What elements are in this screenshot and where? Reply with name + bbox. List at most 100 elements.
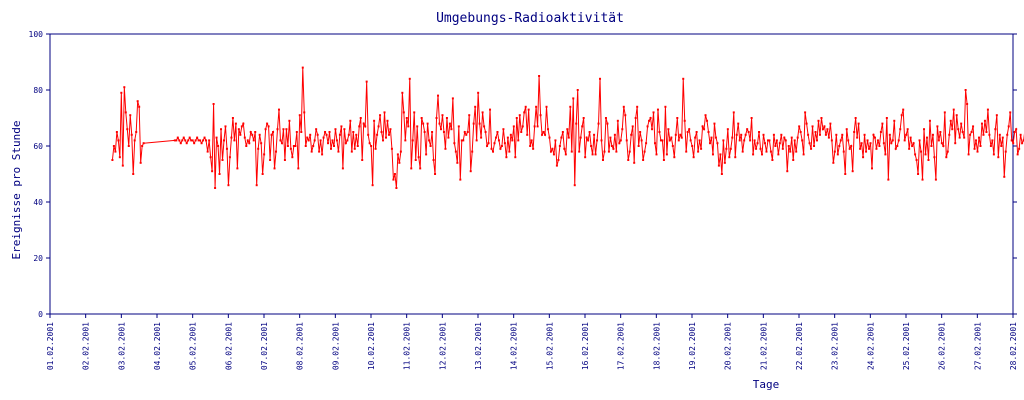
data-point <box>827 136 830 139</box>
data-point <box>966 103 969 105</box>
data-point <box>233 139 236 142</box>
data-point <box>884 153 887 156</box>
data-point <box>796 136 799 139</box>
data-point <box>671 145 674 147</box>
data-point <box>437 94 440 97</box>
data-point <box>845 128 848 131</box>
data-point <box>713 122 716 125</box>
data-point <box>581 125 584 128</box>
data-point <box>1004 150 1007 153</box>
data-point <box>622 105 625 108</box>
data-point <box>879 131 882 133</box>
data-point <box>552 153 555 156</box>
data-point <box>949 119 952 122</box>
data-point <box>998 133 1001 136</box>
data-point <box>252 139 255 142</box>
data-point <box>778 142 781 145</box>
data-point <box>327 142 330 145</box>
data-point <box>532 147 535 150</box>
data-point <box>618 142 621 145</box>
data-point <box>533 125 536 128</box>
data-point <box>338 133 341 136</box>
data-point <box>576 89 579 91</box>
data-point <box>1021 142 1024 145</box>
data-point <box>830 139 833 142</box>
data-point <box>850 145 853 147</box>
data-point <box>300 131 303 133</box>
data-point <box>659 139 662 142</box>
data-point <box>185 142 188 145</box>
data-point <box>679 133 682 136</box>
data-point <box>313 139 316 142</box>
data-point <box>882 142 885 145</box>
data-point <box>322 136 325 139</box>
data-point <box>1013 131 1016 133</box>
data-point <box>490 147 493 150</box>
data-point <box>359 117 362 119</box>
data-point <box>352 131 355 133</box>
data-point <box>569 105 572 108</box>
data-point <box>923 128 926 131</box>
data-point <box>579 136 582 139</box>
data-point <box>139 161 142 164</box>
data-point <box>738 139 741 142</box>
data-point <box>212 103 215 105</box>
data-point <box>823 125 826 128</box>
data-point <box>444 147 447 150</box>
x-tick-label: 05.02.2001 <box>189 322 198 370</box>
data-point <box>918 139 921 142</box>
data-point <box>824 133 827 136</box>
data-point <box>853 131 856 133</box>
data-point <box>551 147 554 150</box>
data-point <box>350 150 353 153</box>
data-point <box>179 142 182 145</box>
data-point <box>810 147 813 150</box>
data-point <box>928 119 931 122</box>
data-point <box>723 161 726 164</box>
data-point <box>615 150 618 153</box>
data-point <box>466 131 469 133</box>
data-point <box>321 153 324 156</box>
data-point <box>266 122 269 125</box>
data-point <box>123 86 126 89</box>
data-point <box>396 153 399 156</box>
data-point <box>593 133 596 136</box>
data-point <box>972 125 975 128</box>
data-point <box>633 161 636 164</box>
data-point <box>279 139 282 142</box>
x-tick-label: 21.02.2001 <box>759 322 768 370</box>
y-tick-label: 60 <box>33 142 43 151</box>
data-point <box>927 159 930 161</box>
data-point <box>701 125 704 128</box>
x-tick-label: 17.02.2001 <box>617 322 626 370</box>
data-point <box>383 111 386 114</box>
data-point <box>261 173 264 175</box>
data-point <box>459 178 462 181</box>
data-point <box>637 145 640 147</box>
data-point <box>775 139 778 142</box>
data-point <box>768 139 771 142</box>
x-axis-label: Tage <box>753 378 780 391</box>
y-axis: 0 20 40 60 80 100 <box>29 30 1017 319</box>
data-point <box>814 131 817 133</box>
data-point <box>933 156 936 159</box>
data-point <box>714 136 717 139</box>
data-point <box>358 125 361 128</box>
data-point <box>600 139 603 142</box>
data-point <box>908 147 911 150</box>
data-point <box>489 108 492 111</box>
data-point <box>361 159 364 161</box>
data-point <box>398 161 401 164</box>
data-point <box>607 150 610 153</box>
data-point <box>786 170 789 173</box>
data-point <box>890 142 893 145</box>
data-point <box>560 136 563 139</box>
data-point <box>411 139 414 142</box>
y-tick-label: 100 <box>29 30 44 39</box>
data-point <box>557 159 560 161</box>
data-point <box>133 139 136 142</box>
data-point <box>1012 142 1015 145</box>
data-point <box>447 136 450 139</box>
data-point <box>636 105 639 108</box>
